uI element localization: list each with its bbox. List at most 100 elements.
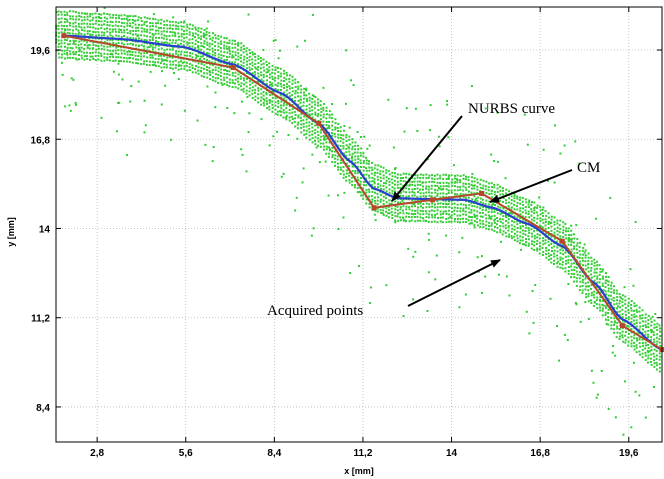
acquired-point	[148, 39, 151, 42]
acquired-point	[368, 166, 371, 169]
acquired-point	[237, 44, 240, 47]
acquired-point	[433, 188, 436, 191]
acquired-point	[100, 20, 103, 23]
acquired-point	[228, 42, 231, 45]
acquired-point	[490, 192, 493, 195]
acquired-point	[257, 93, 260, 96]
acquired-point	[168, 35, 171, 38]
acquired-point	[168, 55, 171, 58]
acquired-point	[558, 262, 561, 265]
acquired-point	[354, 141, 357, 144]
acquired-point	[279, 110, 282, 113]
acquired-point	[206, 72, 209, 75]
acquired-point	[120, 35, 123, 38]
acquired-point	[134, 51, 137, 54]
acquired-point	[471, 172, 474, 175]
acquired-point	[325, 145, 328, 148]
acquired-point	[336, 155, 339, 158]
acquired-point	[634, 390, 637, 393]
acquired-point	[510, 235, 513, 238]
acquired-point	[607, 323, 610, 326]
acquired-point	[385, 171, 388, 174]
acquired-point	[209, 37, 212, 40]
acquired-point	[344, 102, 347, 105]
acquired-point	[480, 255, 483, 258]
acquired-point	[228, 50, 231, 53]
acquired-point	[337, 123, 340, 126]
acquired-point	[160, 47, 163, 50]
acquired-point	[337, 168, 340, 171]
acquired-point	[520, 248, 523, 251]
acquired-point	[69, 15, 72, 18]
acquired-point	[366, 147, 369, 150]
acquired-point	[310, 105, 313, 108]
acquired-point	[245, 67, 248, 70]
acquired-point	[349, 79, 352, 82]
acquired-point	[533, 219, 536, 222]
acquired-point	[68, 22, 71, 25]
acquired-point	[377, 196, 380, 199]
acquired-point	[166, 56, 169, 59]
acquired-point	[362, 173, 365, 176]
acquired-point	[467, 179, 470, 182]
acquired-point	[638, 353, 641, 356]
acquired-point	[573, 280, 576, 283]
acquired-point	[155, 64, 158, 67]
acquired-point	[185, 51, 188, 54]
acquired-point	[651, 315, 654, 318]
acquired-point	[315, 146, 318, 149]
acquired-point	[351, 145, 354, 148]
acquired-point	[621, 294, 624, 297]
acquired-point	[126, 60, 129, 63]
acquired-point	[658, 366, 661, 369]
acquired-point	[91, 55, 94, 58]
acquired-point	[300, 113, 303, 116]
acquired-point	[650, 345, 653, 348]
acquired-point	[248, 83, 251, 86]
acquired-point	[94, 31, 97, 34]
acquired-point	[516, 223, 519, 226]
acquired-point	[533, 212, 536, 215]
acquired-point	[77, 53, 80, 56]
acquired-point	[453, 213, 456, 216]
acquired-point	[120, 52, 123, 55]
acquired-point	[370, 161, 373, 164]
acquired-point	[516, 240, 519, 243]
acquired-point	[644, 341, 647, 344]
acquired-point	[226, 51, 229, 54]
acquired-point	[240, 49, 243, 52]
acquired-point	[263, 99, 266, 102]
acquired-point	[302, 122, 305, 125]
acquired-point	[445, 185, 448, 188]
acquired-point	[427, 271, 430, 274]
acquired-point	[206, 41, 209, 44]
acquired-point	[305, 111, 308, 114]
acquired-point	[305, 121, 308, 124]
acquired-point	[279, 82, 282, 85]
acquired-point	[157, 44, 160, 47]
acquired-point	[240, 46, 243, 49]
acquired-point	[100, 17, 103, 20]
acquired-point	[450, 191, 453, 194]
acquired-point	[638, 342, 641, 345]
acquired-point	[111, 49, 114, 52]
acquired-point	[266, 107, 269, 110]
acquired-point	[456, 185, 459, 188]
acquired-point	[490, 182, 493, 185]
acquired-point	[302, 167, 305, 170]
acquired-point	[524, 206, 527, 209]
acquired-point	[280, 72, 283, 75]
acquired-point	[434, 216, 437, 219]
acquired-point	[533, 240, 536, 243]
acquired-point	[117, 14, 120, 17]
acquired-point	[63, 57, 66, 60]
acquired-point	[596, 275, 599, 278]
acquired-point	[359, 151, 362, 154]
acquired-point	[211, 53, 214, 56]
acquired-point	[106, 35, 109, 38]
acquired-point	[641, 348, 644, 351]
acquired-point	[476, 256, 479, 259]
acquired-point	[367, 162, 370, 165]
acquired-point	[157, 61, 160, 64]
tick-marks	[56, 7, 662, 442]
